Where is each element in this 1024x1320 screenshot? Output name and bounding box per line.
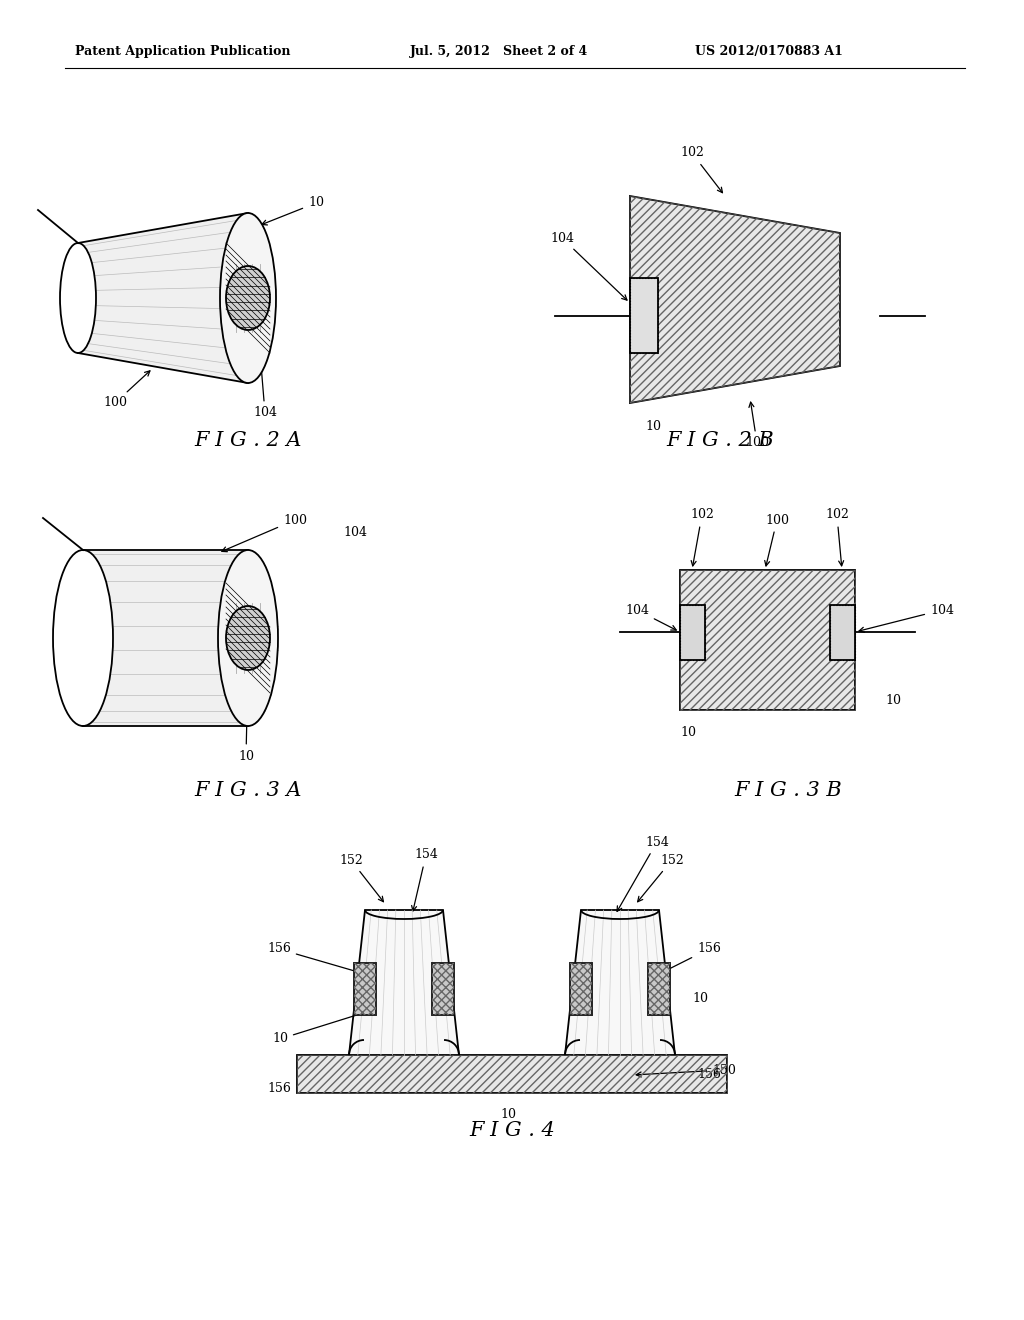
Text: 10: 10	[692, 993, 708, 1006]
Text: 100: 100	[765, 513, 790, 566]
Text: 156: 156	[697, 1068, 721, 1081]
Text: 100: 100	[222, 513, 307, 552]
Text: 104: 104	[550, 231, 627, 300]
Bar	[570, 964, 592, 1015]
Text: 10: 10	[885, 693, 901, 706]
Text: 156: 156	[267, 1082, 291, 1096]
Text: 10: 10	[272, 1010, 372, 1045]
Polygon shape	[565, 909, 675, 1055]
Text: 156: 156	[663, 942, 721, 972]
Text: 104: 104	[343, 527, 367, 540]
Text: 154: 154	[412, 849, 438, 911]
Text: 10: 10	[262, 197, 324, 224]
Bar	[570, 964, 592, 1015]
Text: 10: 10	[645, 420, 662, 433]
Bar	[630, 279, 658, 352]
Bar	[354, 964, 376, 1015]
Text: F I G . 2 A: F I G . 2 A	[195, 430, 302, 450]
Text: 100: 100	[103, 371, 150, 409]
Text: 154: 154	[617, 836, 669, 911]
Bar	[680, 605, 705, 660]
Bar	[630, 279, 658, 352]
Bar	[680, 570, 855, 710]
Polygon shape	[630, 195, 840, 403]
Polygon shape	[83, 550, 278, 726]
Text: Jul. 5, 2012   Sheet 2 of 4: Jul. 5, 2012 Sheet 2 of 4	[410, 45, 588, 58]
Text: F I G . 4: F I G . 4	[469, 1121, 555, 1139]
Ellipse shape	[218, 550, 278, 726]
Text: 104: 104	[625, 603, 676, 630]
Polygon shape	[78, 213, 276, 383]
Bar	[648, 964, 670, 1015]
Ellipse shape	[226, 606, 270, 671]
Ellipse shape	[220, 213, 276, 383]
Text: 152: 152	[638, 854, 684, 902]
Bar	[354, 964, 376, 1015]
Text: 102: 102	[680, 147, 723, 193]
Text: 10: 10	[500, 1109, 516, 1122]
Bar	[432, 964, 454, 1015]
Ellipse shape	[226, 267, 270, 330]
Text: F I G . 2 B: F I G . 2 B	[667, 430, 774, 450]
Bar	[680, 605, 705, 660]
Text: 104: 104	[253, 333, 278, 420]
Text: 104: 104	[859, 603, 954, 632]
Polygon shape	[349, 909, 459, 1055]
Text: US 2012/0170883 A1: US 2012/0170883 A1	[695, 45, 843, 58]
Bar	[297, 1055, 727, 1093]
Bar	[830, 605, 855, 660]
Text: 10: 10	[680, 726, 696, 738]
Bar	[297, 1055, 727, 1093]
Text: Patent Application Publication: Patent Application Publication	[75, 45, 291, 58]
Text: 102: 102	[690, 508, 714, 566]
Text: 156: 156	[267, 942, 361, 974]
Text: 150: 150	[636, 1064, 736, 1077]
Bar	[648, 964, 670, 1015]
Text: 102: 102	[825, 508, 849, 566]
Bar	[830, 605, 855, 660]
Text: F I G . 3 B: F I G . 3 B	[734, 780, 842, 800]
Text: 10: 10	[238, 675, 254, 763]
Bar	[680, 570, 855, 710]
Text: 100: 100	[745, 403, 769, 450]
Text: 152: 152	[339, 854, 383, 902]
Bar	[432, 964, 454, 1015]
Text: F I G . 3 A: F I G . 3 A	[195, 780, 302, 800]
